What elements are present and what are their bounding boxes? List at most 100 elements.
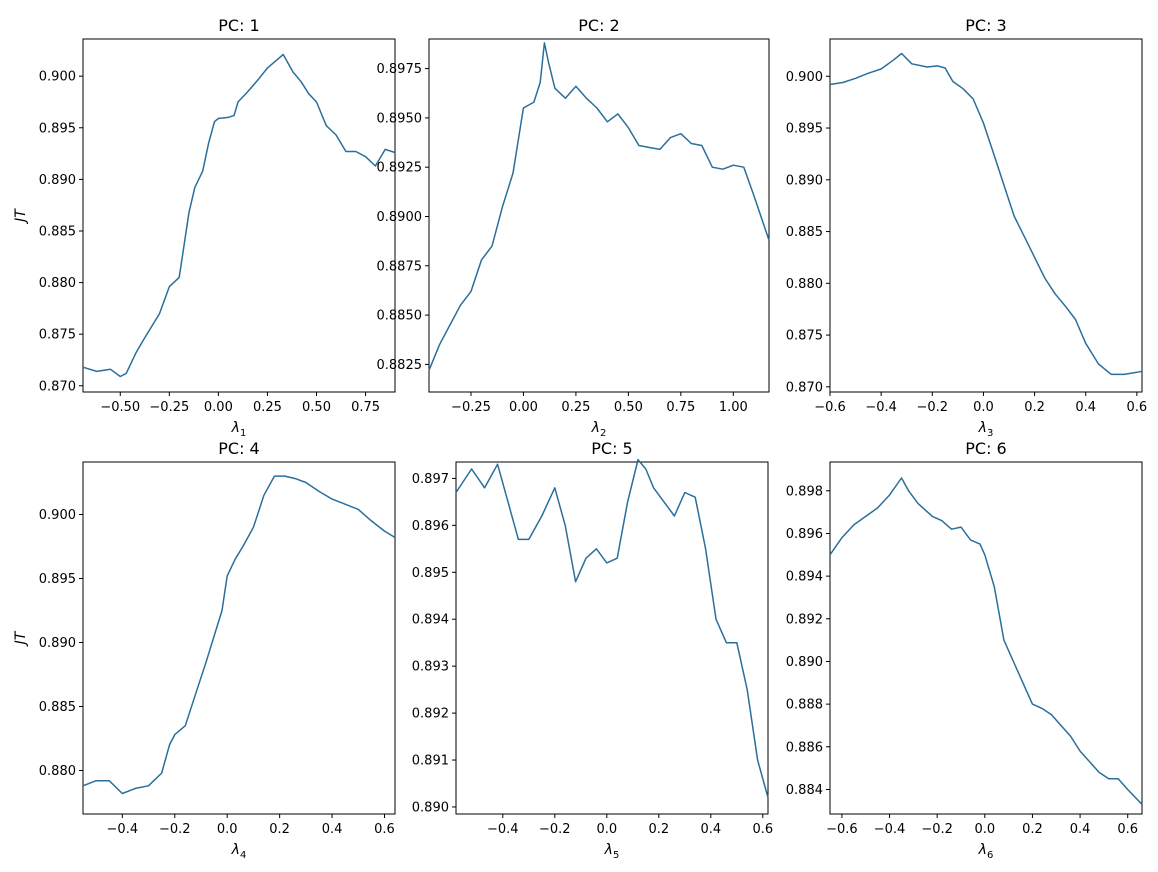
y-tick-label: 0.885 bbox=[786, 225, 823, 240]
chart-title: PC: 4 bbox=[218, 439, 259, 458]
x-tick-label: −0.4 bbox=[874, 822, 906, 837]
plot-frame bbox=[82, 38, 396, 393]
y-tick-label: 0.895 bbox=[412, 566, 449, 581]
chart-title: PC: 5 bbox=[591, 439, 632, 458]
series-line bbox=[829, 52, 1143, 376]
y-tick-label: 0.875 bbox=[39, 328, 76, 343]
x-tick-label: 0.4 bbox=[322, 822, 343, 837]
x-axis-label: λ4 bbox=[231, 842, 247, 861]
x-tick-label: 0.0 bbox=[596, 822, 617, 837]
x-tick-label: 0.00 bbox=[204, 400, 233, 415]
y-tick-label: 0.890 bbox=[786, 655, 823, 670]
panel-6: PC: 6 −0.6 −0.4 −0.2 0.0 0.2 0.4 0.6 0.884 0.886 0… bbox=[786, 439, 1143, 861]
x-tick-label: −0.4 bbox=[107, 822, 139, 837]
y-axis-label: JT bbox=[13, 208, 29, 225]
y-tick-label: 0.890 bbox=[412, 800, 449, 815]
x-tick-label: −0.4 bbox=[487, 822, 519, 837]
chart-title: PC: 6 bbox=[965, 439, 1006, 458]
y-tick-label: 0.8950 bbox=[377, 111, 423, 126]
series-line bbox=[82, 53, 396, 378]
x-axis-label-subscript: 2 bbox=[600, 428, 606, 439]
chart-title: PC: 1 bbox=[218, 16, 259, 35]
x-tick-label: 0.25 bbox=[253, 400, 282, 415]
x-tick-label: 0.00 bbox=[509, 400, 538, 415]
x-axis-label-symbol: λ bbox=[231, 842, 240, 858]
y-tick-label: 0.897 bbox=[412, 472, 449, 487]
x-axis-label-symbol: λ bbox=[591, 420, 600, 436]
y-tick-label: 0.900 bbox=[39, 508, 76, 523]
x-axis-label-subscript: 5 bbox=[613, 850, 619, 861]
x-tick-label: 0.75 bbox=[666, 400, 695, 415]
y-tick-label: 0.898 bbox=[786, 484, 823, 499]
x-axis-label-symbol: λ bbox=[604, 842, 613, 858]
y-tick-label: 0.886 bbox=[786, 740, 823, 755]
x-tick-label: −0.50 bbox=[100, 400, 140, 415]
panel-1: PC: 1 −0.50 −0.25 0.00 0.25 0.50 0.75 0.870 0.87… bbox=[13, 16, 396, 439]
x-tick-label: −0.2 bbox=[159, 822, 191, 837]
series-line bbox=[829, 477, 1143, 805]
plot-frame bbox=[455, 461, 769, 815]
x-axis-label: λ6 bbox=[978, 842, 994, 861]
x-tick-label: −0.4 bbox=[865, 400, 897, 415]
y-tick-label: 0.885 bbox=[39, 224, 76, 239]
x-tick-label: 1.00 bbox=[719, 400, 748, 415]
y-tick-label: 0.884 bbox=[786, 783, 823, 798]
plot-frame bbox=[829, 461, 1143, 815]
y-tick-label: 0.8875 bbox=[377, 259, 423, 274]
panel-5: PC: 5 −0.4 −0.2 0.0 0.2 0.4 0.6 0.890 0.891 0.892… bbox=[412, 439, 773, 861]
x-tick-label: −0.2 bbox=[917, 400, 949, 415]
x-tick-label: 0.0 bbox=[974, 822, 995, 837]
y-tick-label: 0.880 bbox=[786, 277, 823, 292]
y-tick-label: 0.888 bbox=[786, 698, 823, 713]
y-tick-label: 0.8925 bbox=[377, 161, 423, 176]
y-tick-label: 0.870 bbox=[39, 379, 76, 394]
y-tick-label: 0.896 bbox=[786, 527, 823, 542]
y-tick-label: 0.894 bbox=[412, 613, 449, 628]
x-axis-label-subscript: 1 bbox=[240, 428, 246, 439]
y-tick-label: 0.900 bbox=[39, 70, 76, 85]
y-tick-label: 0.8900 bbox=[377, 210, 423, 225]
y-tick-label: 0.895 bbox=[39, 572, 76, 587]
x-tick-label: −0.6 bbox=[814, 400, 846, 415]
y-tick-label: 0.895 bbox=[786, 122, 823, 137]
y-tick-label: 0.885 bbox=[39, 700, 76, 715]
x-axis-label-symbol: λ bbox=[231, 420, 240, 436]
x-tick-label: 0.0 bbox=[973, 400, 994, 415]
x-axis-label-symbol: λ bbox=[978, 842, 987, 858]
y-tick-label: 0.890 bbox=[39, 173, 76, 188]
x-tick-label: −0.6 bbox=[826, 822, 858, 837]
x-tick-label: 0.50 bbox=[614, 400, 643, 415]
x-tick-label: −0.25 bbox=[149, 400, 189, 415]
y-tick-label: 0.894 bbox=[786, 570, 823, 585]
x-tick-label: −0.2 bbox=[539, 822, 571, 837]
x-tick-label: 0.2 bbox=[269, 822, 290, 837]
y-tick-label: 0.880 bbox=[39, 276, 76, 291]
series-line bbox=[455, 458, 769, 798]
x-tick-label: −0.25 bbox=[451, 400, 491, 415]
x-tick-label: 0.2 bbox=[648, 822, 669, 837]
y-tick-label: 0.900 bbox=[786, 70, 823, 85]
y-tick-label: 0.890 bbox=[786, 173, 823, 188]
x-axis-label-symbol: λ bbox=[978, 420, 987, 436]
y-tick-label: 0.896 bbox=[412, 519, 449, 534]
y-tick-label: 0.8850 bbox=[377, 309, 423, 324]
x-tick-label: 0.75 bbox=[351, 400, 380, 415]
x-tick-label: 0.4 bbox=[1070, 822, 1091, 837]
y-tick-label: 0.8975 bbox=[377, 62, 423, 77]
x-axis-label: λ5 bbox=[604, 842, 620, 861]
chart-title: PC: 3 bbox=[965, 16, 1006, 35]
x-tick-label: 0.0 bbox=[217, 822, 238, 837]
y-tick-label: 0.875 bbox=[786, 329, 823, 344]
y-tick-label: 0.895 bbox=[39, 121, 76, 136]
y-tick-label: 0.891 bbox=[412, 754, 449, 769]
panel-4: PC: 4 −0.4 −0.2 0.0 0.2 0.4 0.6 0.880 0.885 0.890… bbox=[13, 439, 396, 861]
x-tick-label: 0.6 bbox=[374, 822, 395, 837]
panel-2: PC: 2 −0.25 0.00 0.25 0.50 0.75 1.00 0.8825 0.88… bbox=[377, 16, 770, 439]
chart-title: PC: 2 bbox=[578, 16, 619, 35]
series-line bbox=[428, 42, 770, 371]
x-tick-label: 0.50 bbox=[302, 400, 331, 415]
x-tick-label: 0.6 bbox=[752, 822, 773, 837]
x-tick-label: 0.25 bbox=[561, 400, 590, 415]
plot-frame bbox=[428, 38, 770, 393]
